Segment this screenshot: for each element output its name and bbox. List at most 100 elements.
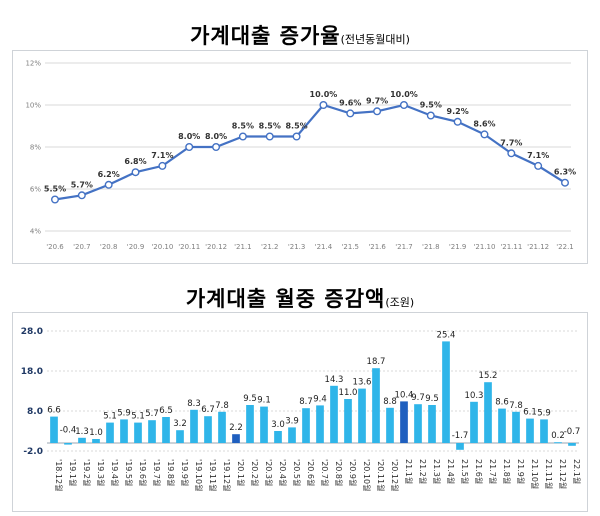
bar-value-label: 8.3 (187, 399, 201, 409)
x-tick-label: '20.11월 (376, 459, 386, 491)
x-tick-label: 21.11월 (544, 459, 554, 489)
bar (190, 409, 198, 443)
bar-value-label: 5.1 (131, 412, 145, 422)
bar-value-label: 9.5 (243, 394, 257, 404)
bar-value-label: 1.0 (89, 428, 103, 438)
data-point (373, 107, 382, 116)
x-tick-label: '19.1월 (68, 459, 78, 486)
x-tick-label: '19.10월 (194, 459, 204, 491)
x-tick-label: 21.2월 (418, 459, 428, 484)
bar-value-label: -0.4 (60, 426, 77, 436)
data-label: 8.0% (205, 132, 227, 141)
bar (512, 411, 520, 443)
data-label: 9.5% (420, 101, 442, 110)
bar-value-label: 7.8 (215, 401, 229, 411)
data-point (131, 168, 140, 177)
bar (218, 411, 226, 443)
data-label: 9.7% (366, 96, 388, 105)
x-tick-label: 21.9월 (516, 459, 526, 484)
bar (260, 406, 268, 443)
y-tick-label: 18.0 (21, 367, 43, 377)
data-point (534, 161, 543, 170)
x-tick-label: 21.3월 (432, 459, 442, 484)
bar (470, 401, 478, 443)
x-tick-label: '19.6월 (138, 459, 148, 486)
bar-value-label: 11.0 (339, 388, 358, 398)
bottom-chart-title-sub: (조원) (385, 296, 415, 309)
y-tick-label: -2.0 (23, 447, 43, 457)
bar-value-label: 6.1 (523, 408, 537, 418)
bar-value-label: 1.3 (75, 427, 89, 437)
data-label: 8.0% (178, 132, 200, 141)
data-point (480, 130, 489, 139)
top-chart-title: 가계대출 증가율(전년동월대비) (0, 20, 600, 50)
data-label: 7.1% (527, 151, 549, 160)
x-tick-label: 21.12월 (558, 459, 568, 489)
top-chart-title-sub: (전년동월대비) (340, 33, 410, 46)
data-point (561, 178, 570, 187)
x-tick-label: '22.1 (556, 243, 574, 251)
bar (386, 407, 394, 443)
x-tick-label: '21.6 (368, 243, 386, 251)
x-tick-label: '20.10 (151, 243, 173, 251)
x-tick-label: '20.11 (178, 243, 200, 251)
bar (540, 419, 548, 443)
bar-value-label: 10.3 (465, 391, 484, 401)
data-label: 5.7% (71, 180, 93, 189)
y-tick-label: 4% (30, 228, 41, 236)
data-label: 10.0% (390, 90, 418, 99)
bar (372, 368, 380, 443)
bar-value-label: 18.7 (367, 357, 386, 367)
bar-value-label: 7.8 (509, 401, 523, 411)
bar (64, 443, 72, 445)
data-point (346, 109, 355, 118)
x-tick-label: '20.12월 (390, 459, 400, 491)
bar (162, 417, 170, 443)
bar-value-label: 5.9 (537, 408, 551, 418)
x-tick-label: '20.2월 (250, 459, 260, 486)
line-chart: 4% 6% 8% 10% 12% '20.6 '20.7 '20.8 '20.9 '20.10 '2… (25, 60, 576, 252)
bar (302, 408, 310, 443)
x-tick-label: '19.7월 (152, 459, 162, 486)
top-chart-title-main: 가계대출 증가율 (190, 24, 341, 48)
bar-value-label: 3.2 (173, 419, 187, 429)
bar-value-label: -1.7 (452, 431, 469, 441)
bar (120, 419, 128, 443)
x-tick-label: '21.7 (395, 243, 413, 251)
data-point (77, 191, 86, 200)
bar-value-label: 5.9 (117, 408, 131, 418)
bar (288, 427, 296, 443)
y-tick-label: 6% (30, 186, 41, 194)
x-tick-label: '19.2월 (82, 459, 92, 486)
x-tick-label: '20.4월 (278, 459, 288, 486)
data-point (104, 180, 113, 189)
bar (92, 439, 100, 443)
data-label: 8.5% (259, 122, 281, 131)
data-point (265, 132, 274, 141)
bar (554, 442, 562, 444)
data-point (185, 142, 194, 151)
bar (106, 422, 114, 443)
bar-value-label: 3.0 (271, 420, 285, 430)
bar-value-label: 14.3 (325, 375, 344, 385)
x-tick-label: '21.12 (527, 243, 549, 251)
x-tick-label: '20.7월 (320, 459, 330, 486)
bar (484, 382, 492, 443)
x-tick-label: '21.5 (342, 243, 360, 251)
data-point (399, 101, 408, 110)
x-tick-label: '21.3 (288, 243, 306, 251)
x-tick-label: '21.11 (500, 243, 522, 251)
bar (568, 443, 576, 446)
x-tick-label: 21.7월 (488, 459, 498, 484)
x-tick-label: '20.9월 (348, 459, 358, 486)
bar-value-label: 3.9 (285, 416, 299, 426)
data-point (51, 195, 60, 204)
x-tick-label: '21.1 (234, 243, 252, 251)
x-tick-label: 21.4월 (446, 459, 456, 484)
x-tick-label: '21.8 (422, 243, 440, 251)
bar-value-label: 9.7 (411, 393, 425, 403)
x-tick-label: '20.10월 (362, 459, 372, 491)
y-tick-label: 10% (25, 102, 41, 110)
data-label: 10.0% (310, 90, 338, 99)
x-tick-label: 22.1월 (572, 459, 582, 484)
